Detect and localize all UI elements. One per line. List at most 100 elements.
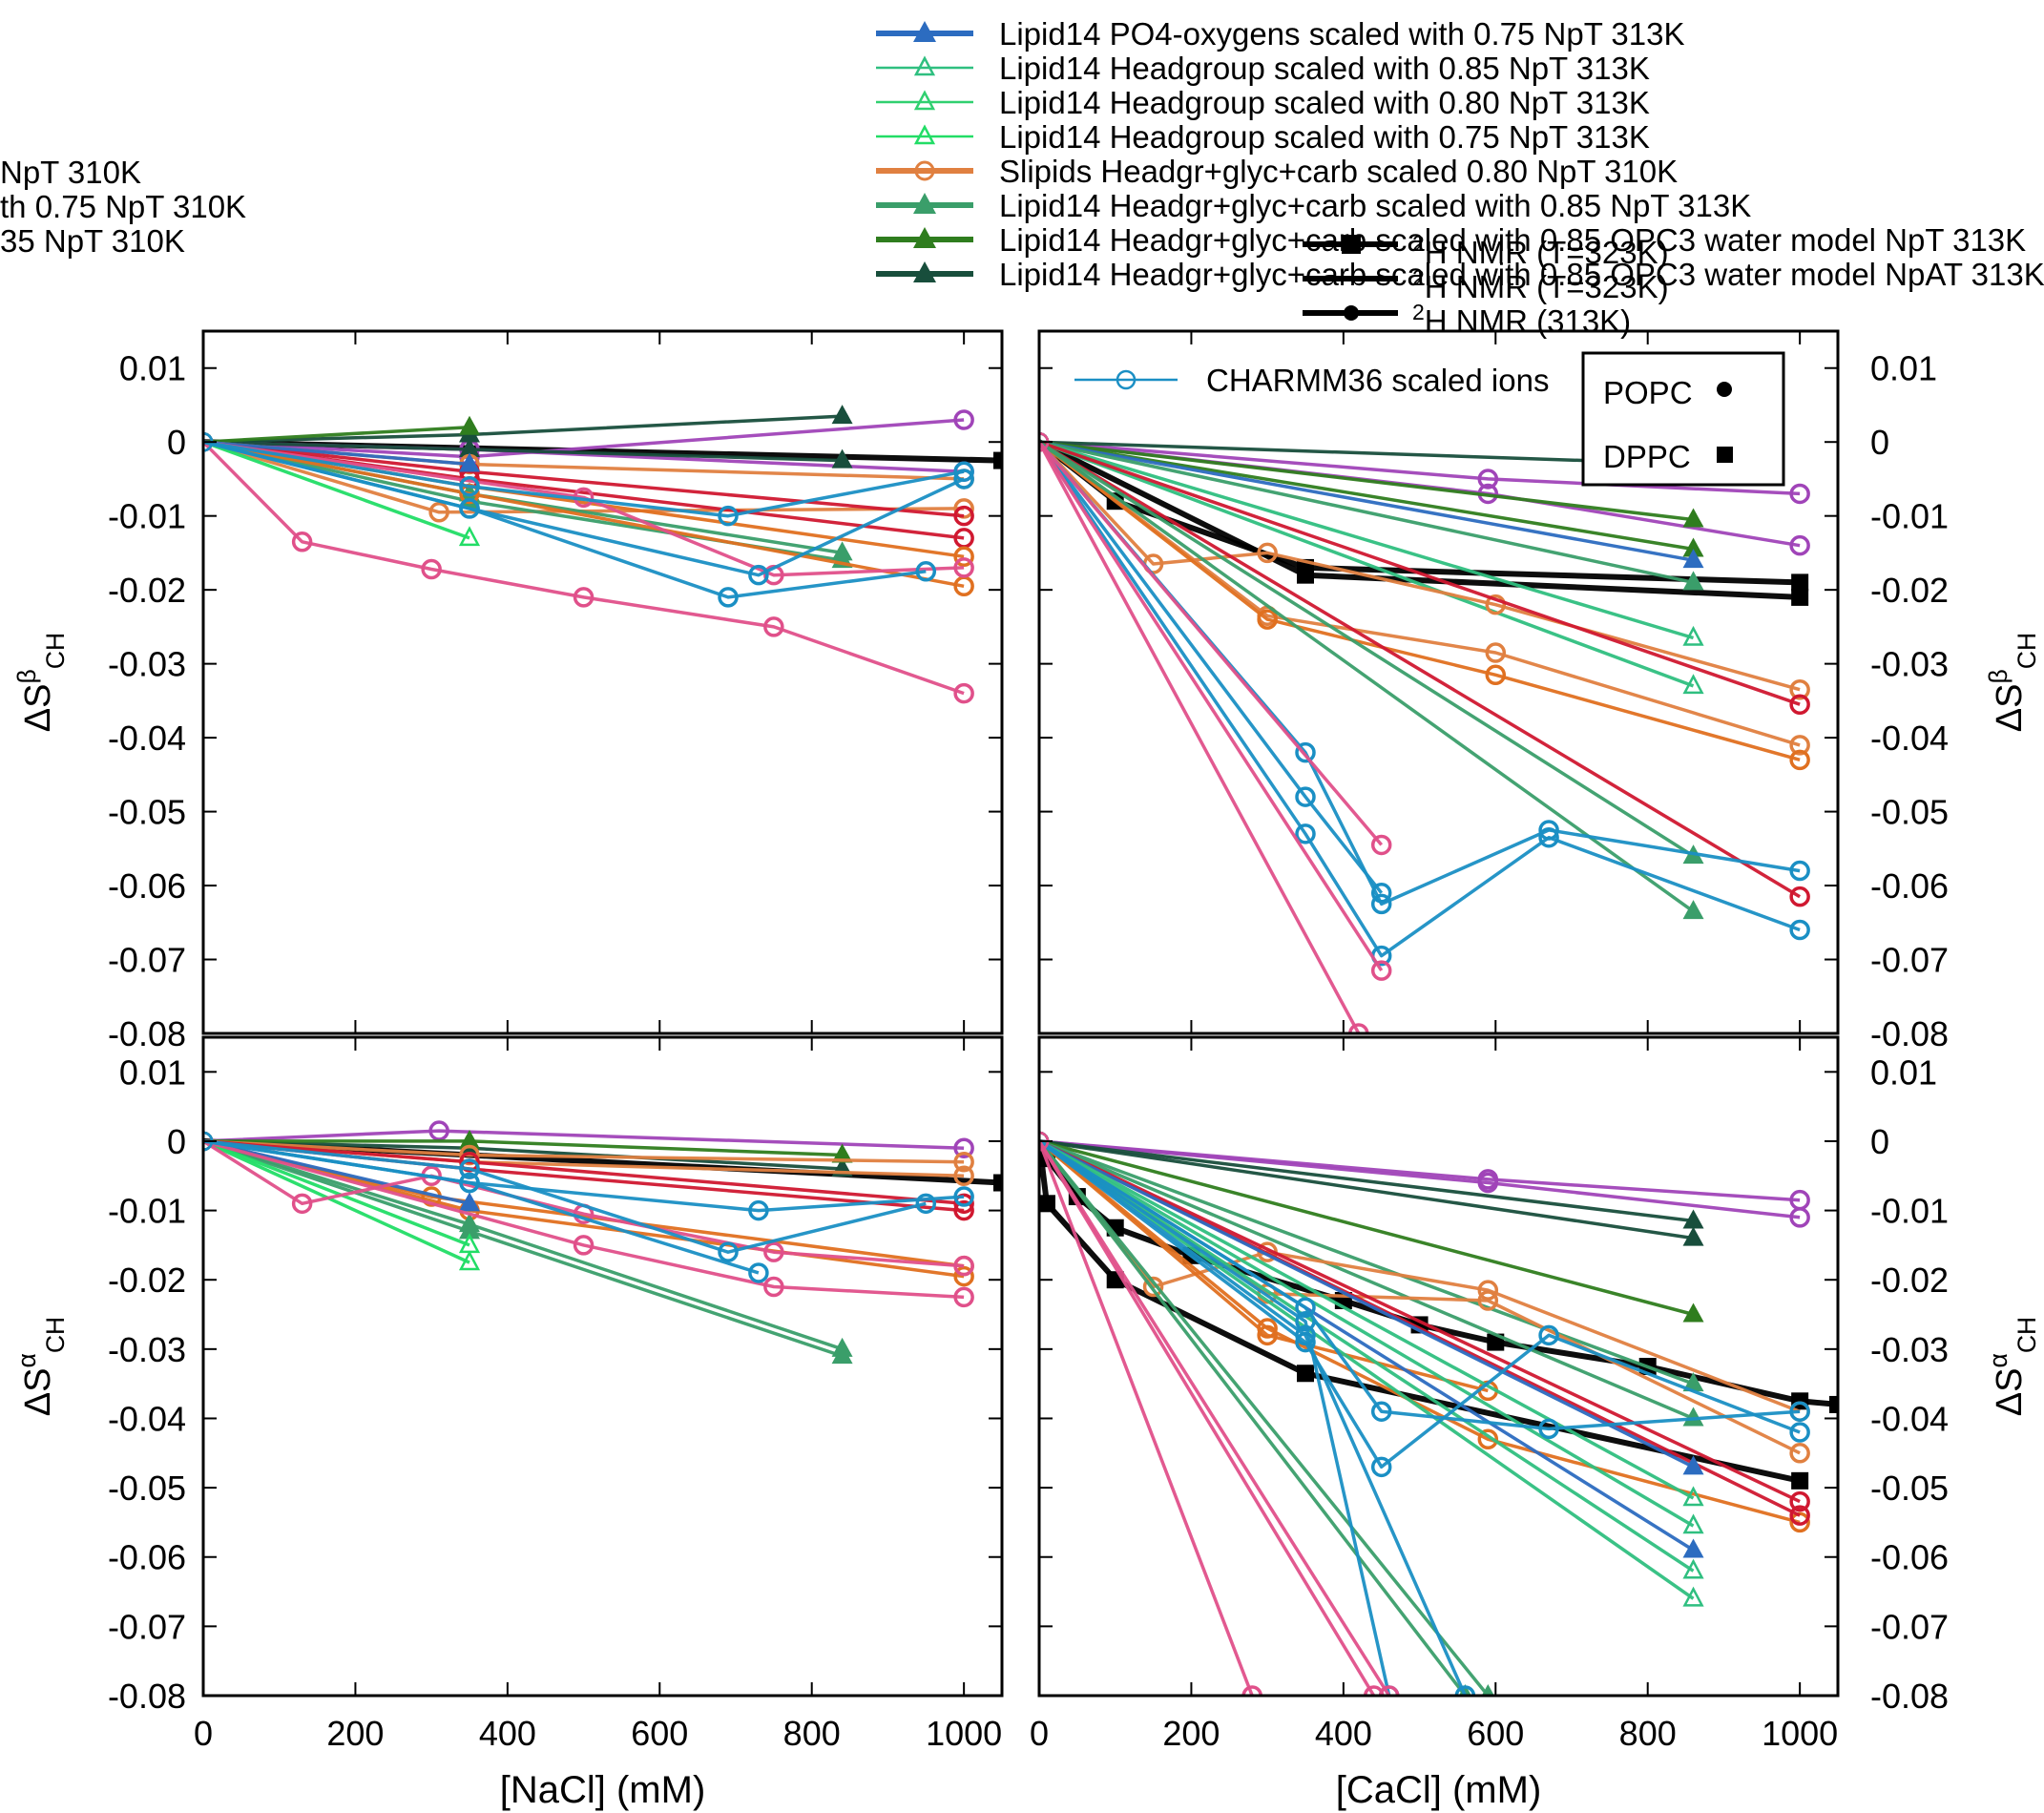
y-tick-label: -0.07: [1870, 941, 1949, 980]
legend-label: Lipid14 Headgr+glyc+carb scaled with 0.8…: [999, 257, 2044, 292]
legend-lipid-box: POPC DPPC: [1581, 351, 1785, 487]
series-line: [1039, 1139, 1391, 1696]
data-point: [1829, 1395, 1838, 1413]
series-line: [1039, 440, 1801, 706]
data-point: [953, 409, 974, 430]
data-point: [1297, 1365, 1314, 1383]
y-tick-label: -0.04: [108, 1399, 186, 1438]
data-point: [1682, 1538, 1704, 1558]
series-line: [203, 1139, 965, 1164]
legend-label: Lipid14 PO4-oxygens scaled with 0.75 NpT…: [999, 16, 1685, 52]
x-tick-label: 0: [194, 1714, 213, 1753]
panel-top-right: 0.01 0 -0.01 -0.02 -0.03 -0.04 -0.05 -0.06 -0.07…: [1037, 329, 2041, 1053]
series-line: [1039, 1139, 1801, 1469]
y-tick-label: 0.01: [119, 349, 186, 388]
legend-label: 2H NMR (313K): [1412, 300, 1631, 339]
panel-top-left: 0.01 0 -0.01 -0.02 -0.03 -0.04 -0.05 -0.06 -0.07…: [12, 329, 1004, 1053]
legend-fragment: 35 NpT 310K: [0, 223, 185, 259]
x-tick-label: 600: [631, 1714, 688, 1753]
data-point: [953, 1193, 974, 1215]
data-point: [1791, 1471, 1809, 1490]
legend-nmr: 2H NMR (T=323K)2H NMR (T=323K)2H NMR (31…: [1303, 231, 1669, 339]
series-line: [1039, 440, 1694, 585]
series-line: [1039, 1139, 1695, 1421]
y-tick-label: 0: [1870, 1122, 1889, 1161]
data-point: [1241, 1685, 1262, 1696]
plot-frame: [1037, 1035, 1840, 1698]
series-line: [1039, 1139, 1801, 1431]
data-point: [1789, 1207, 1810, 1228]
y-tick-label: 0.01: [1870, 349, 1937, 388]
data-point: [1295, 1311, 1316, 1332]
data-point: [1682, 1407, 1704, 1427]
data-point: [1791, 588, 1809, 606]
data-point: [1295, 786, 1316, 807]
data-point: [1370, 1401, 1392, 1422]
data-point: [1370, 883, 1392, 904]
legend-marker: [913, 227, 936, 248]
data-point: [1039, 1195, 1055, 1213]
data-point: [763, 1241, 784, 1262]
y-tick-label: -0.05: [108, 1469, 186, 1508]
legend-popc: POPC: [1603, 375, 1693, 410]
data-point: [748, 564, 769, 586]
series-line: [203, 440, 965, 696]
x-tick-label: 400: [1315, 1714, 1372, 1753]
data-point: [1682, 900, 1704, 920]
series-line: [1039, 1139, 1467, 1696]
legend-marker: [913, 124, 936, 145]
x-tick-label: 400: [479, 1714, 536, 1753]
data-point: [1370, 893, 1392, 915]
data-point: [763, 616, 784, 637]
data-point: [1789, 1505, 1810, 1526]
data-point: [953, 1255, 974, 1277]
series-line: [1039, 1139, 1801, 1219]
data-point: [915, 561, 937, 582]
series-line: [1039, 1139, 1695, 1573]
data-point: [1477, 1428, 1499, 1450]
y-tick-label: 0: [1870, 423, 1889, 462]
y-tick-label: -0.06: [108, 866, 186, 906]
legend-marker: [1344, 305, 1359, 321]
y-tick-label: -0.04: [1870, 1399, 1949, 1438]
x-tick-label: 1000: [1762, 1714, 1838, 1753]
legend-marker: [913, 21, 936, 42]
series-line: [1039, 440, 1694, 522]
data-point: [1789, 694, 1810, 715]
series-group: [1039, 431, 1810, 1033]
data-point: [291, 1193, 313, 1215]
legend-marker: [1342, 235, 1361, 254]
data-point: [1477, 1280, 1499, 1301]
data-point: [1682, 674, 1704, 695]
legend-label: Slipids Headgr+glyc+carb scaled 0.80 NpT…: [999, 154, 1678, 189]
series-line: [1039, 440, 1695, 640]
y-tick-label: -0.08: [108, 1677, 186, 1716]
series-line: [203, 1139, 470, 1264]
data-point: [953, 469, 974, 490]
legend-label: CHARMM36 scaled ions: [1206, 363, 1549, 398]
data-point: [993, 451, 1002, 469]
data-point: [718, 587, 739, 608]
series-line: [1039, 441, 1384, 972]
series-line: [203, 1139, 760, 1275]
y-tick-label: -0.06: [1870, 1538, 1949, 1577]
data-point: [1538, 1324, 1559, 1346]
legend-label: 2H NMR (T=323K): [1412, 265, 1669, 304]
data-point: [1370, 960, 1392, 981]
legend-fragment: NpT 310K: [0, 155, 141, 190]
data-point: [953, 1265, 974, 1287]
legend-charmm: CHARMM36 scaled ions: [1074, 363, 1549, 398]
data-point: [459, 1192, 480, 1212]
data-point: [1789, 1443, 1810, 1464]
data-point: [953, 505, 974, 527]
data-point: [1297, 566, 1314, 584]
series-line: [1039, 441, 1361, 1033]
data-point: [1789, 1490, 1810, 1512]
series-line: [1039, 1139, 1695, 1600]
y-tick-label: -0.06: [1870, 866, 1949, 906]
legend-marker: [914, 160, 935, 181]
data-point: [1789, 886, 1810, 907]
legend-top: Lipid14 PO4-oxygens scaled with 0.75 NpT…: [876, 16, 2044, 292]
x-tick-label: 200: [326, 1714, 384, 1753]
series-group: [203, 1120, 1002, 1365]
